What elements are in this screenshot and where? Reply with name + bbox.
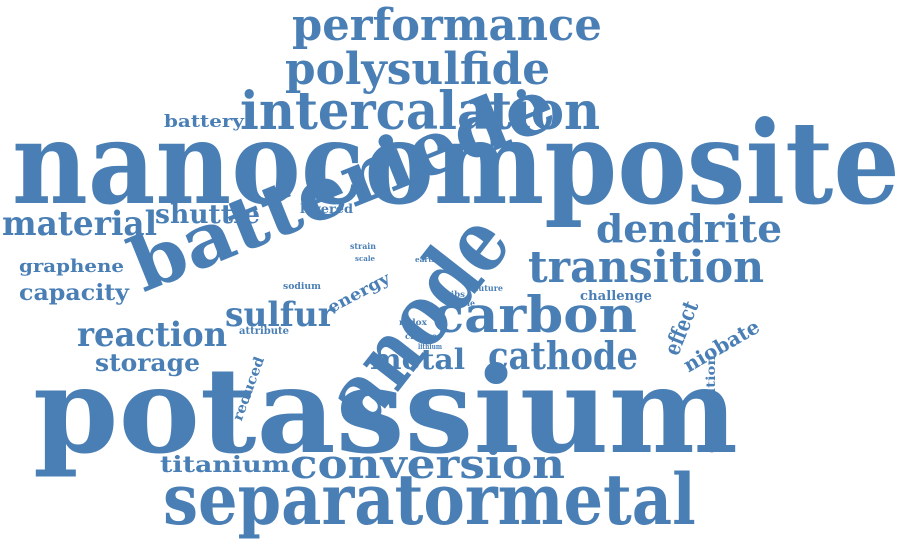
word-lithium: lithium [418,342,442,351]
word-sodium: sodium [283,282,322,292]
word-metal: metal [370,343,466,376]
word-sulfur: sulfur [225,295,336,335]
word-transition: transition [528,242,765,293]
word-viable: viable [449,298,476,308]
word-scale: scale [355,254,375,263]
word-kibs: kibs [445,289,465,299]
word-separatormetal: separatormetal [163,458,696,541]
word-capacity: capacity [19,280,129,306]
word-graphene: graphene [19,256,125,277]
word-polysulfide: polysulfide [285,44,551,95]
word-intercalation: intercalation [240,81,601,142]
word-material: material [2,204,158,244]
word-performance: performance [292,0,602,51]
word-earth: earth [415,255,438,264]
word-challenge: challenge [580,289,652,304]
word-attribute: attribute [239,326,289,337]
word-charge: charge [405,331,438,341]
word-distribution: distribution [704,354,718,453]
word-conversion: conversion [290,441,565,488]
word-layered: layered [300,202,353,216]
word-shuttle: shuttle [155,200,261,230]
word-storage: storage [95,348,200,377]
word-carbon: carbon [432,285,637,344]
word-nanocomposite: nanocomposite [12,96,900,230]
word-redox: redox [399,317,427,327]
word-strain: strain [350,241,377,251]
word-battery: battery [164,112,245,132]
word-potassium: potassium [33,341,739,480]
word-cathode: cathode [488,333,638,378]
word-reaction: reaction [77,315,228,355]
word-titanium: titanium [160,452,291,478]
word-dendrite: dendrite [596,206,783,251]
word-future: future [475,283,503,293]
